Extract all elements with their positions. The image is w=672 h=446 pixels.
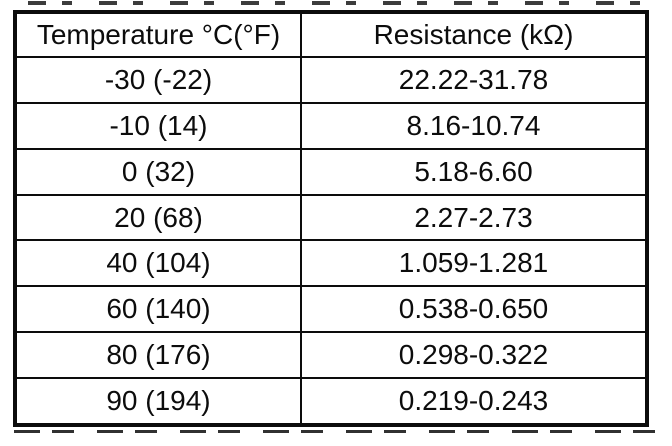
temperature-cell: -10 (14) — [14, 101, 302, 150]
scan-noise-line-top — [28, 1, 644, 5]
table-row: 90 (194) 0.219-0.243 — [14, 377, 648, 426]
table-row: 40 (104) 1.059-1.281 — [14, 239, 648, 288]
resistance-cell: 0.538-0.650 — [300, 285, 648, 334]
temperature-cell: 60 (140) — [14, 285, 302, 334]
resistance-cell: 22.22-31.78 — [300, 56, 648, 104]
table-row: -30 (-22) 22.22-31.78 — [14, 56, 648, 104]
table-row: 60 (140) 0.538-0.650 — [14, 285, 648, 334]
temperature-cell: 20 (68) — [14, 193, 302, 242]
table-row: 20 (68) 2.27-2.73 — [14, 193, 648, 242]
temperature-cell: -30 (-22) — [14, 56, 302, 104]
table-row: 0 (32) 5.18-6.60 — [14, 147, 648, 196]
resistance-cell: 0.219-0.243 — [300, 377, 648, 426]
table-row: 80 (176) 0.298-0.322 — [14, 331, 648, 380]
resistance-cell: 8.16-10.74 — [300, 101, 648, 150]
resistance-cell: 0.298-0.322 — [300, 331, 648, 380]
table-header-row: Temperature °C(°F) Resistance (kΩ) — [14, 11, 648, 58]
temperature-cell: 90 (194) — [14, 377, 302, 426]
resistance-cell: 2.27-2.73 — [300, 193, 648, 242]
scan-noise-line-bottom — [14, 430, 658, 433]
resistance-cell: 5.18-6.60 — [300, 147, 648, 196]
resistance-column-header: Resistance (kΩ) — [300, 11, 648, 58]
temperature-resistance-table: Temperature °C(°F) Resistance (kΩ) -30 (… — [13, 10, 649, 427]
resistance-cell: 1.059-1.281 — [300, 239, 648, 288]
table-row: -10 (14) 8.16-10.74 — [14, 101, 648, 150]
temperature-cell: 40 (104) — [14, 239, 302, 288]
temperature-cell: 0 (32) — [14, 147, 302, 196]
temperature-column-header: Temperature °C(°F) — [14, 11, 302, 58]
temperature-cell: 80 (176) — [14, 331, 302, 380]
